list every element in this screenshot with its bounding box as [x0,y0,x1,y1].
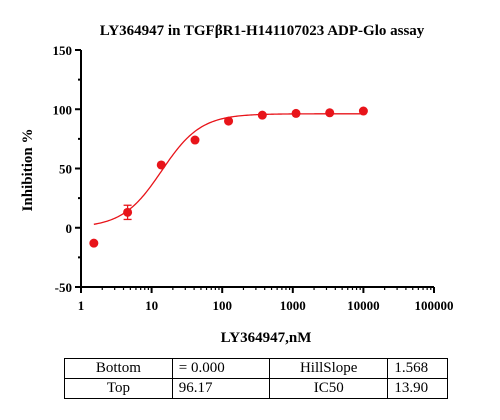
fit-parameters-table: Bottom = 0.000 HillSlope 1.568 Top 96.17… [64,358,448,399]
data-points [89,106,368,248]
data-point [224,116,234,126]
param-label-top: Top [64,378,173,399]
y-tick-label: 100 [53,102,73,117]
x-tick-label: 1000 [280,298,306,313]
chart-title: LY364947 in TGFβR1-H141107023 ADP-Glo as… [100,23,425,39]
x-tick-label: 100000 [415,298,454,313]
axes: -50 0 50 100 150 1 10 100 1000 10000 100000 [53,43,454,313]
dose-response-chart: LY364947 in TGFβR1-H141107023 ADP-Glo as… [20,23,454,346]
param-value-ic50: 13.90 [387,378,448,399]
y-axis-title: Inhibition % [20,129,36,212]
y-tick-label: 0 [66,221,73,236]
param-value-bottom: = 0.000 [171,358,271,379]
param-label-hillslope: HillSlope [269,358,389,379]
param-label-bottom: Bottom [64,358,173,379]
table-row: Top 96.17 IC50 13.90 [64,378,448,399]
fit-curve-line [93,113,364,225]
data-point [190,135,200,145]
y-tick-label: -50 [55,280,72,295]
x-tick-label: 100 [212,298,232,313]
data-point [291,108,301,118]
y-tick-label: 50 [59,162,72,177]
table-row: Bottom = 0.000 HillSlope 1.568 [64,358,448,379]
param-value-top: 96.17 [171,378,271,399]
x-axis-title: LY364947,nM [221,330,312,346]
x-tick-label: 10 [145,298,158,313]
data-point [358,106,368,116]
data-point [156,160,166,170]
data-point [325,108,335,118]
data-point [89,238,99,248]
x-tick-label: 10000 [347,298,380,313]
data-point [123,207,133,217]
x-tick-label: 1 [78,298,85,313]
param-label-ic50: IC50 [269,378,389,399]
data-point [257,110,267,120]
fit-curve [93,113,364,225]
y-tick-label: 150 [53,43,73,58]
param-value-hillslope: 1.568 [387,358,448,379]
